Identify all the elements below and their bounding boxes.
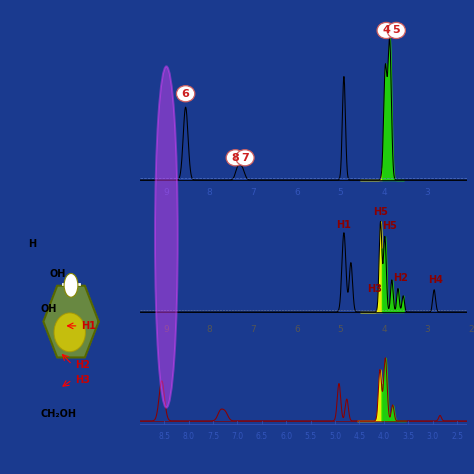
Text: 4: 4 bbox=[381, 188, 387, 197]
Text: 8: 8 bbox=[207, 188, 212, 197]
Text: 6.0: 6.0 bbox=[280, 432, 292, 441]
Text: 3: 3 bbox=[425, 325, 430, 334]
Text: 5: 5 bbox=[337, 188, 343, 197]
Polygon shape bbox=[44, 286, 99, 357]
Circle shape bbox=[387, 22, 405, 38]
Text: 9: 9 bbox=[163, 325, 169, 334]
Text: 4: 4 bbox=[381, 325, 387, 334]
Text: CH₂OH: CH₂OH bbox=[41, 410, 77, 419]
Text: H1: H1 bbox=[81, 321, 96, 331]
Text: H5: H5 bbox=[373, 207, 388, 217]
Ellipse shape bbox=[54, 313, 85, 352]
Text: 6: 6 bbox=[182, 89, 190, 99]
Text: 4: 4 bbox=[382, 26, 390, 36]
Text: H: H bbox=[28, 239, 36, 249]
Text: H2: H2 bbox=[75, 360, 90, 370]
Text: 5: 5 bbox=[337, 325, 343, 334]
Circle shape bbox=[176, 86, 195, 102]
Text: 5.0: 5.0 bbox=[329, 432, 341, 441]
Text: OH: OH bbox=[41, 304, 57, 314]
Text: 7: 7 bbox=[241, 153, 249, 163]
Circle shape bbox=[64, 273, 78, 297]
Text: H3: H3 bbox=[75, 375, 90, 385]
Text: H5: H5 bbox=[382, 221, 397, 231]
Text: 8: 8 bbox=[231, 153, 239, 163]
Text: H4: H4 bbox=[428, 275, 443, 285]
Circle shape bbox=[377, 22, 395, 38]
Text: 8: 8 bbox=[207, 325, 212, 334]
Text: 8.0: 8.0 bbox=[182, 432, 195, 441]
Text: 2: 2 bbox=[468, 325, 474, 334]
Text: H2: H2 bbox=[393, 273, 408, 283]
Text: H3: H3 bbox=[367, 284, 382, 294]
Circle shape bbox=[226, 150, 245, 166]
Text: 3.5: 3.5 bbox=[402, 432, 414, 441]
Text: 5: 5 bbox=[392, 26, 400, 36]
Text: 7.0: 7.0 bbox=[231, 432, 244, 441]
Text: 6: 6 bbox=[294, 325, 300, 334]
Text: 6.5: 6.5 bbox=[256, 432, 268, 441]
Text: 4.0: 4.0 bbox=[378, 432, 390, 441]
Text: 8.5: 8.5 bbox=[158, 432, 170, 441]
Text: 7: 7 bbox=[250, 188, 256, 197]
Text: 7: 7 bbox=[250, 325, 256, 334]
Text: 5.5: 5.5 bbox=[305, 432, 317, 441]
Text: 7.5: 7.5 bbox=[207, 432, 219, 441]
Circle shape bbox=[236, 150, 254, 166]
Text: 2.5: 2.5 bbox=[451, 432, 463, 441]
Text: 9: 9 bbox=[163, 188, 169, 197]
Text: H1: H1 bbox=[337, 220, 351, 230]
Text: 3.0: 3.0 bbox=[427, 432, 439, 441]
Text: 4.5: 4.5 bbox=[354, 432, 365, 441]
Text: 3: 3 bbox=[425, 188, 430, 197]
Text: 6: 6 bbox=[294, 188, 300, 197]
Text: OH: OH bbox=[50, 269, 66, 279]
